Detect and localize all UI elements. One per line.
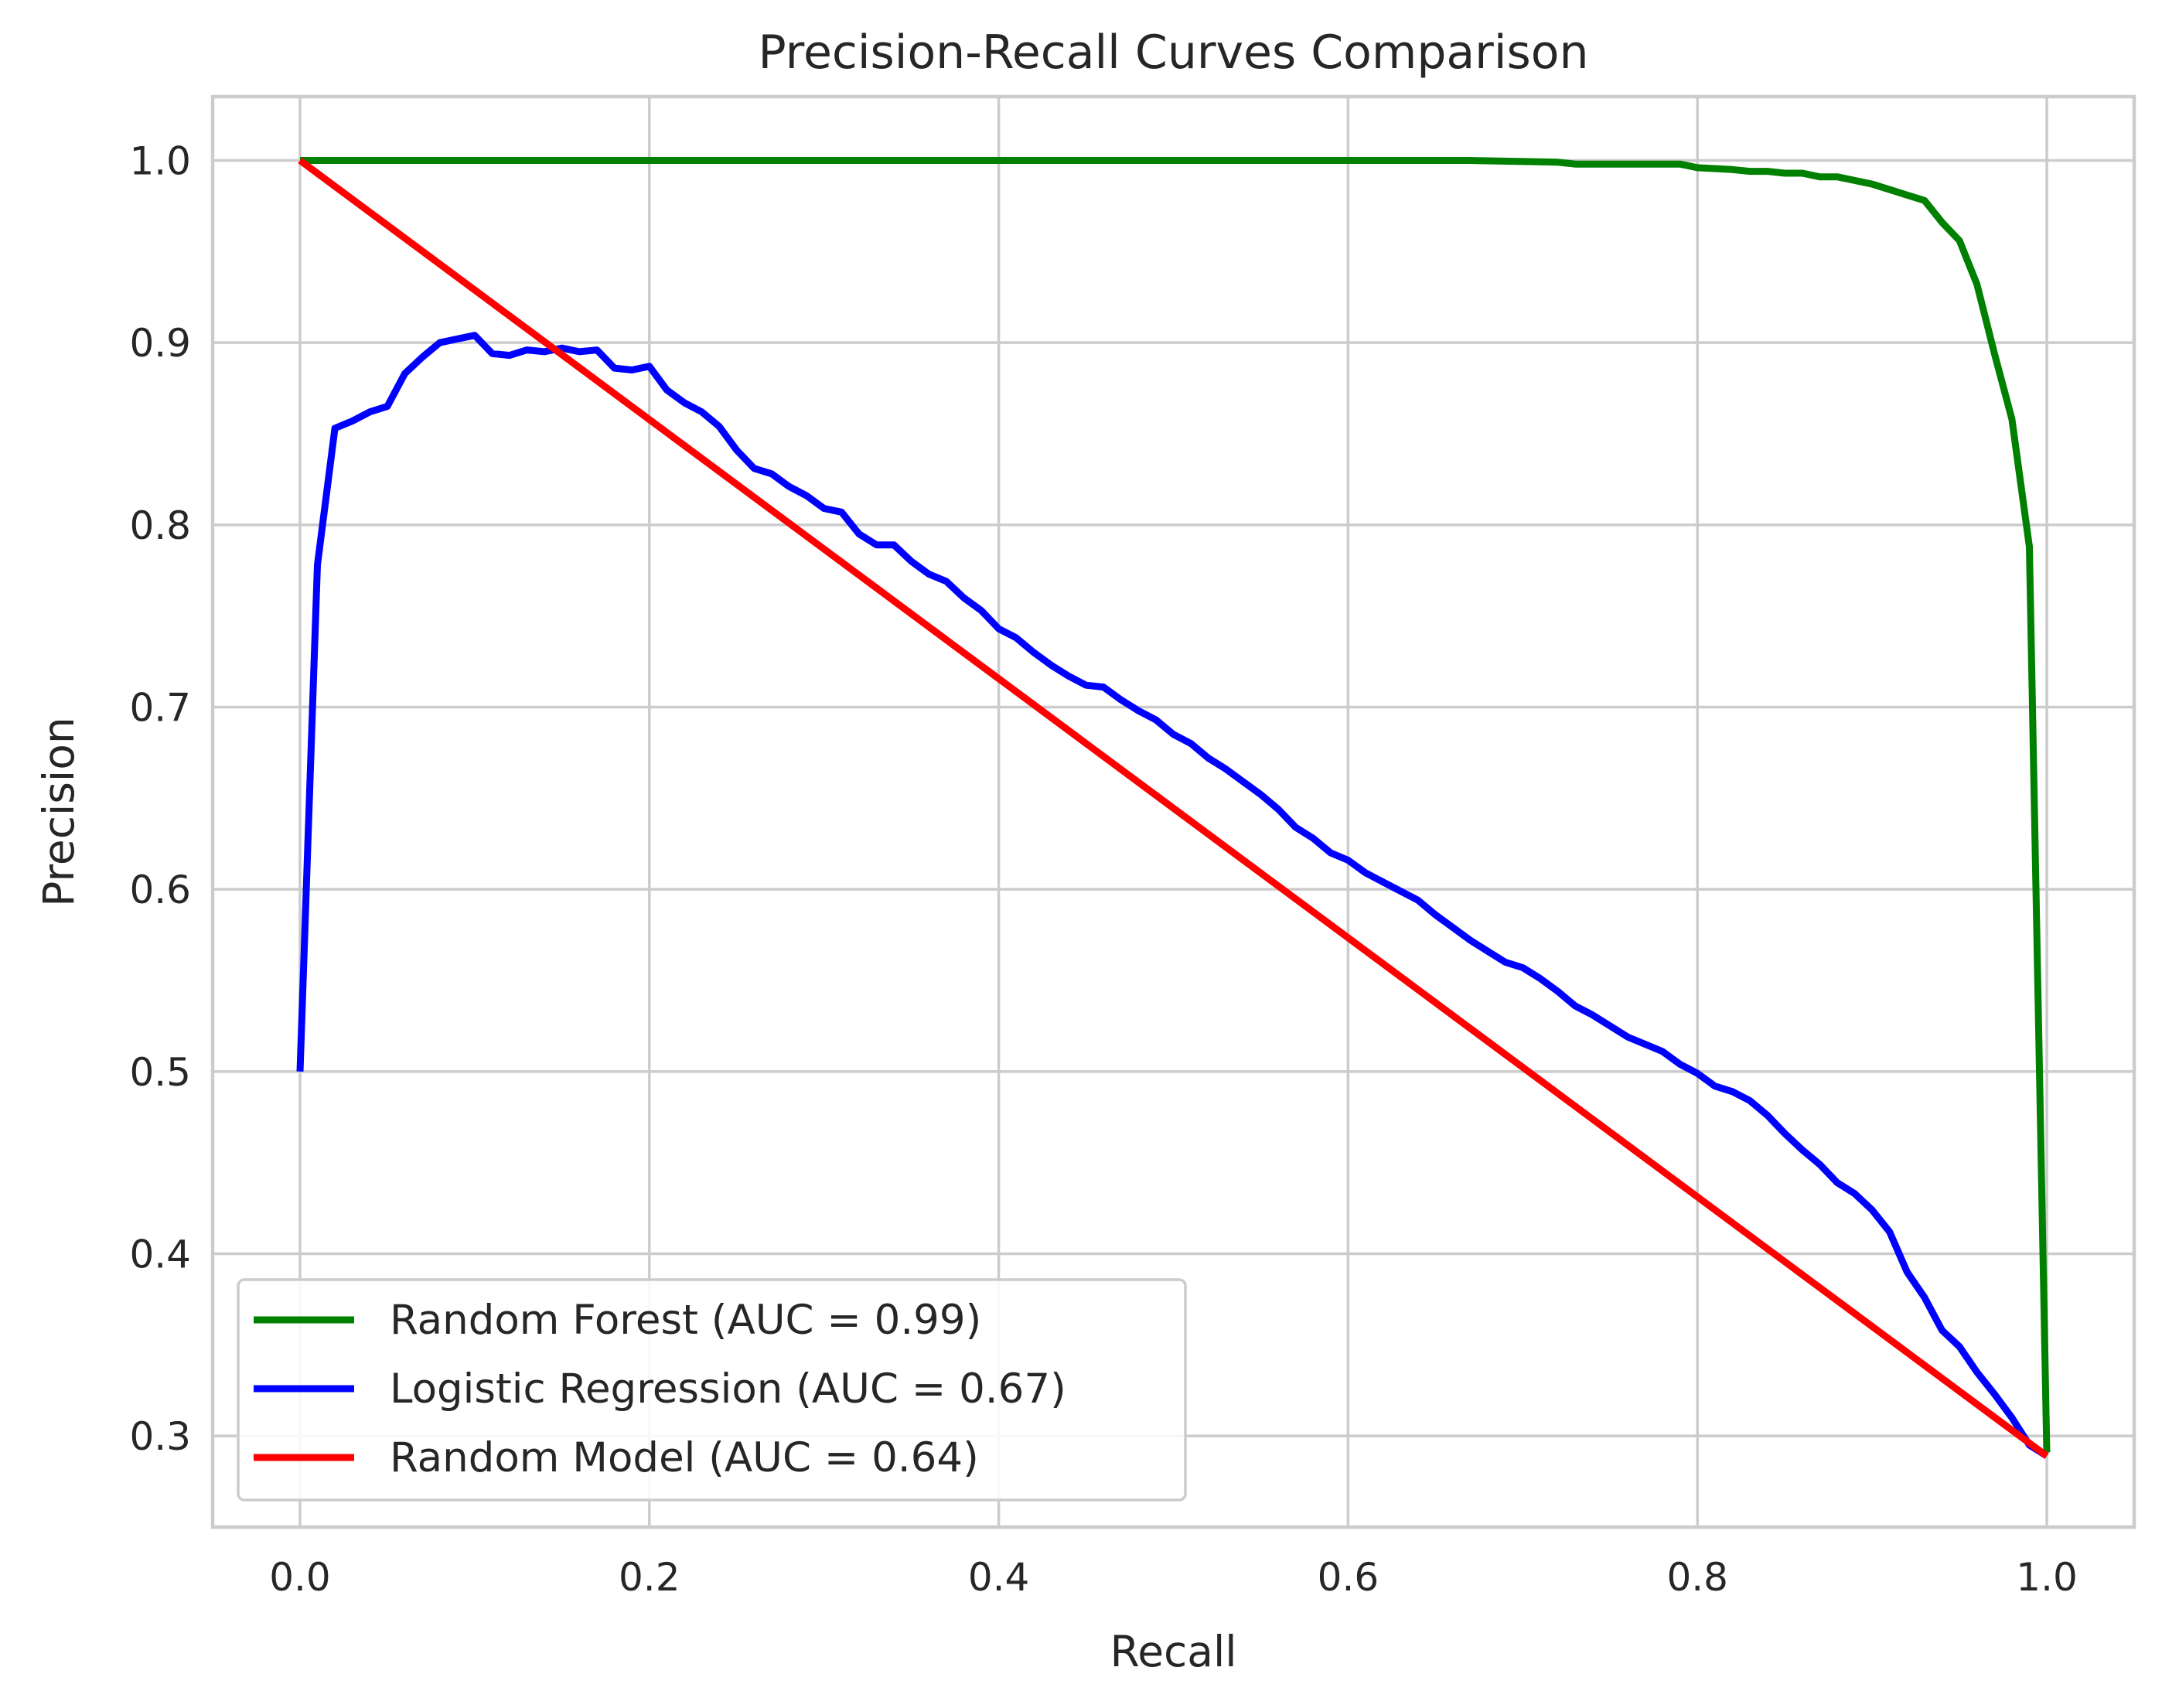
legend: Random Forest (AUC = 0.99) Logistic Regre… — [237, 1278, 1187, 1502]
legend-label: Random Model (AUC = 0.64) — [390, 1434, 979, 1481]
x-tick-labels: 0.0 0.2 0.4 0.6 0.8 1.0 — [269, 1555, 2078, 1600]
y-axis-label: Precision — [34, 717, 84, 906]
x-tick-label: 1.0 — [2016, 1555, 2078, 1600]
x-tick-label: 0.2 — [619, 1555, 680, 1600]
series-line — [300, 157, 2051, 1453]
x-tick-label: 0.8 — [1666, 1555, 1728, 1600]
y-tick-label: 0.8 — [129, 503, 191, 548]
y-tick-label: 0.3 — [129, 1414, 191, 1459]
chart-title: Precision-Recall Curves Comparison — [758, 26, 1588, 80]
legend-label: Logistic Regression (AUC = 0.67) — [390, 1365, 1066, 1413]
y-tick-label: 0.7 — [129, 685, 191, 730]
plot-frame — [210, 94, 2136, 1529]
y-tick-label: 0.6 — [129, 868, 191, 912]
series-line — [296, 332, 2049, 1459]
plot-lines — [296, 157, 2051, 1459]
y-tick-label: 1.0 — [129, 138, 191, 183]
y-tick-label: 0.9 — [129, 321, 191, 366]
x-tick-label: 0.4 — [968, 1555, 1030, 1600]
legend-label: Random Forest (AUC = 0.99) — [390, 1297, 981, 1344]
y-tick-labels: 0.3 0.4 0.5 0.6 0.7 0.8 0.9 1.0 — [129, 138, 191, 1459]
x-tick-label: 0.6 — [1318, 1555, 1379, 1600]
x-tick-label: 0.0 — [269, 1555, 331, 1600]
x-axis-label: Recall — [1110, 1627, 1236, 1676]
y-tick-label: 0.4 — [129, 1232, 191, 1277]
series-line — [298, 157, 2049, 1459]
y-tick-label: 0.5 — [129, 1050, 191, 1095]
legend-box — [237, 1278, 1187, 1502]
